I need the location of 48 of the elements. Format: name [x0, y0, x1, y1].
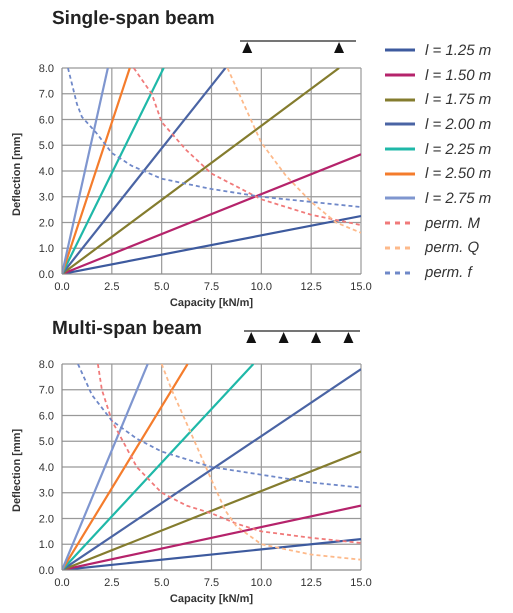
y-tick-label: 0.0 [38, 268, 54, 281]
y-tick-label: 3.0 [38, 192, 54, 204]
y-tick-label: 2.0 [38, 217, 54, 230]
y-tick-label: 3.0 [38, 488, 54, 500]
y-axis-title: Deflection [mm] [10, 132, 23, 216]
x-tick-label: 10.0 [250, 280, 272, 293]
x-tick-label: 7.5 [204, 280, 220, 293]
y-tick-label: 4.0 [38, 462, 54, 474]
y-tick-label: 2.0 [38, 513, 54, 526]
x-tick-label: 5.0 [154, 280, 170, 293]
y-tick-label: 8.0 [38, 358, 54, 371]
x-tick-label: 12.5 [300, 280, 322, 293]
x-tick-label: 15.0 [350, 280, 372, 293]
x-axis-title: Capacity [kN/m] [170, 593, 254, 605]
y-tick-label: 4.0 [38, 166, 54, 178]
legend-label: perm. Q [425, 239, 480, 256]
x-tick-label: 10.0 [250, 576, 272, 589]
y-tick-label: 5.0 [38, 140, 54, 152]
x-tick-label: 0.0 [54, 280, 70, 293]
legend-label: l = 2.75 m [425, 190, 492, 207]
x-tick-label: 5.0 [154, 576, 170, 589]
x-tick-label: 0.0 [54, 576, 70, 589]
legend-label: l = 1.50 m [425, 66, 492, 84]
legend-label: l = 2.25 m [425, 140, 492, 158]
y-tick-label: 6.0 [38, 410, 54, 422]
legend-label: l = 2.00 m [425, 116, 492, 133]
legend-label: l = 1.25 m [425, 42, 492, 59]
x-axis-title: Capacity [kN/m] [170, 297, 254, 309]
x-tick-label: 12.5 [300, 576, 322, 589]
legend-label: perm. f [425, 264, 472, 282]
y-tick-label: 1.0 [38, 243, 54, 256]
chart-title: Multi-span beam [52, 318, 202, 340]
y-tick-label: 8.0 [38, 62, 54, 75]
chart-title: Single-span beam [52, 8, 215, 30]
legend-label: l = 1.75 m [425, 91, 492, 108]
x-tick-label: 15.0 [350, 576, 372, 589]
y-axis-title: Deflection [mm] [10, 428, 23, 512]
legend-label: perm. M [425, 214, 480, 232]
y-tick-label: 5.0 [38, 436, 54, 448]
x-tick-label: 2.5 [104, 576, 120, 589]
y-tick-label: 7.0 [38, 384, 54, 397]
y-tick-label: 0.0 [38, 564, 54, 577]
x-tick-label: 7.5 [204, 576, 220, 589]
x-tick-label: 2.5 [104, 280, 120, 293]
legend-label: l = 2.50 m [425, 165, 492, 182]
y-tick-label: 7.0 [38, 88, 54, 101]
y-tick-label: 1.0 [38, 539, 54, 552]
y-tick-label: 6.0 [38, 114, 54, 126]
